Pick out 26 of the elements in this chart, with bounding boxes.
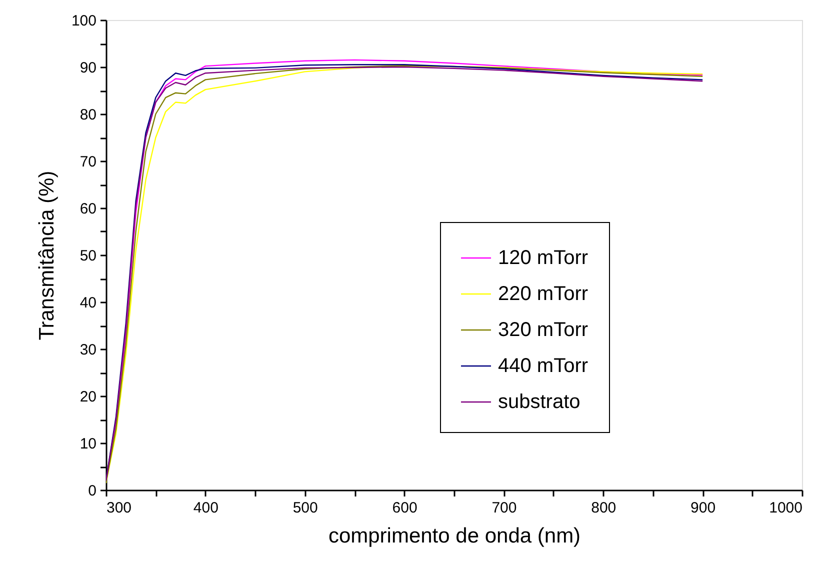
x-tick-label: 1000 [769, 500, 802, 516]
legend-label: 120 mTorr [498, 247, 588, 269]
x-tick-label: 300 [106, 500, 132, 516]
legend-label: substrato [498, 391, 580, 413]
x-tick-label: 800 [591, 500, 616, 516]
y-tick-label: 90 [80, 60, 96, 76]
x-tick-label: 600 [392, 500, 418, 516]
y-tick-label: 60 [80, 200, 96, 218]
y-tick-label: 30 [80, 342, 96, 358]
y-tick-label: 10 [80, 436, 96, 452]
y-tick-label: 20 [80, 388, 96, 406]
legend-label: 440 mTorr [498, 355, 588, 377]
y-tick-label: 40 [80, 294, 96, 312]
legend-label: 220 mTorr [498, 283, 588, 305]
x-tick-label: 900 [690, 500, 716, 516]
y-tick-label: 50 [80, 248, 96, 264]
y-tick-label: 100 [71, 12, 96, 30]
y-tick-label: 70 [80, 154, 96, 170]
x-tick-label: 400 [193, 500, 218, 516]
legend-label: 320 mTorr [498, 319, 588, 341]
y-axis-title: Transmitância (%) [35, 170, 58, 340]
x-tick-label: 700 [492, 500, 517, 516]
y-tick-label: 80 [80, 106, 96, 124]
y-tick-label: 0 [88, 482, 96, 500]
x-axis-title: comprimento de onda (nm) [328, 524, 581, 548]
x-tick-label: 500 [292, 500, 318, 516]
